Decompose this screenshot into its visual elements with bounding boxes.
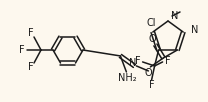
Text: F: F xyxy=(149,80,154,90)
Text: F: F xyxy=(19,45,25,55)
Text: NH₂: NH₂ xyxy=(118,73,137,83)
Text: O: O xyxy=(145,68,152,78)
Text: F: F xyxy=(28,28,34,38)
Text: F: F xyxy=(28,62,34,72)
Text: N: N xyxy=(171,11,178,21)
Text: Cl: Cl xyxy=(146,18,156,28)
Text: N: N xyxy=(191,25,199,35)
Text: F: F xyxy=(135,56,140,66)
Text: O: O xyxy=(149,34,156,44)
Text: N: N xyxy=(129,58,136,68)
Text: F: F xyxy=(165,56,170,66)
